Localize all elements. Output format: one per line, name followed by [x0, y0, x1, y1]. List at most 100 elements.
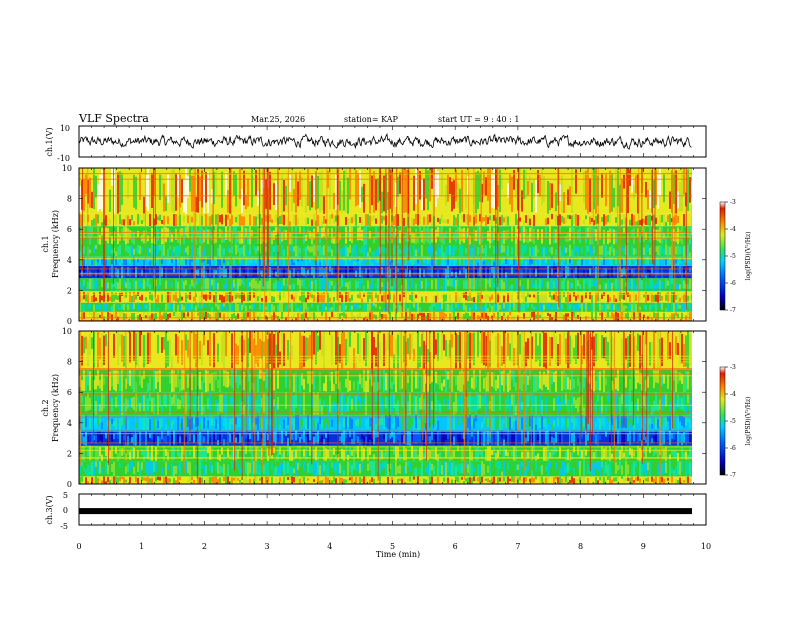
spectrogram-cell: [309, 312, 311, 319]
spectrogram-cell: [369, 284, 371, 292]
spectrogram-cell: [481, 477, 483, 483]
spectrogram-cell: [651, 294, 653, 303]
spectrogram-cell: [107, 245, 109, 256]
spectrogram-cell: [617, 465, 619, 470]
spectrogram-cell: [515, 292, 517, 303]
spectrogram-cell: [323, 463, 325, 471]
spectrogram-cell: [209, 303, 211, 307]
spectrogram-cell: [399, 173, 401, 194]
spectrogram-cell: [87, 449, 89, 457]
spectrogram-cell: [225, 306, 227, 312]
spectrogram-cell: [311, 313, 313, 317]
spectrogram-cell: [561, 175, 563, 212]
spectrogram-cell: [85, 246, 87, 252]
spectrogram-cell: [369, 448, 371, 456]
spectrogram-cell: [185, 314, 187, 320]
spectrogram-cell: [461, 229, 463, 241]
spectrogram-cell: [467, 417, 469, 428]
spectrogram-cell: [371, 461, 373, 476]
spectrogram-cell: [393, 173, 395, 206]
spectrogram-cell: [215, 419, 217, 429]
spectrogram-cell: [493, 304, 495, 312]
spectrogram-sferic: [674, 168, 675, 302]
spectrogram-cell: [347, 247, 349, 256]
spectrogram-cell: [89, 178, 91, 208]
spectrogram-cell: [509, 479, 511, 481]
spectrogram-cell: [137, 214, 139, 225]
spectrogram-cell: [635, 261, 637, 265]
spectrogram-cell: [159, 477, 161, 481]
spectrogram-cell: [309, 479, 311, 484]
spectrogram-cell: [483, 478, 485, 481]
spectrogram-cell: [213, 280, 215, 290]
spectrogram-cell: [679, 462, 681, 475]
spectrogram-cell: [447, 434, 449, 439]
spectrogram-cell: [113, 462, 115, 476]
spectrogram-cell: [613, 313, 615, 320]
spectrogram-cell: [149, 452, 151, 461]
spectrogram-cell: [475, 313, 477, 316]
spectrogram-cell: [437, 171, 439, 197]
spectrogram-cell: [587, 214, 589, 224]
spectrogram-cell: [445, 435, 447, 440]
spectrogram-cell: [259, 417, 261, 428]
spectrogram-cell: [219, 415, 221, 430]
spectrogram-cell: [339, 249, 341, 255]
spectrogram-cell: [645, 282, 647, 290]
spectrogram-cell: [163, 477, 165, 484]
spectrogram-cell: [681, 246, 683, 254]
spectrogram-cell: [513, 227, 515, 242]
spectrogram-cell: [343, 216, 345, 220]
spectrogram-cell: [513, 216, 515, 225]
spectrogram-cell: [675, 303, 677, 311]
spectrogram-cell: [499, 280, 501, 287]
spectrogram-cell: [427, 436, 429, 441]
spectrogram-cell: [441, 478, 443, 482]
spectrogram-cell: [219, 259, 221, 265]
spectrogram-cell: [187, 312, 189, 316]
spectrogram-cell: [613, 304, 615, 310]
spectrogram-cell: [243, 303, 245, 307]
spectrogram-cell: [647, 303, 649, 311]
spectrogram-cell: [289, 466, 291, 476]
spectrogram-cell: [369, 312, 371, 319]
spectrogram-cell: [593, 292, 595, 302]
spectrogram-cell: [455, 218, 457, 226]
spectrogram-cell: [659, 312, 661, 321]
spectrogram-cell: [89, 304, 91, 308]
spectrogram-cell: [157, 421, 159, 428]
spectrogram-cell: [211, 465, 213, 473]
spectrogram-cell: [679, 230, 681, 242]
spectrogram-cell: [157, 307, 159, 311]
spectrogram-cell: [321, 312, 323, 316]
spectrogram-cell: [391, 464, 393, 476]
spectrogram-cell: [521, 462, 523, 467]
spectrogram-cell: [169, 423, 171, 430]
spectrogram-cell: [475, 462, 477, 473]
spectrogram-cell: [351, 217, 353, 223]
spectrogram-cell: [575, 247, 577, 253]
spectrogram-cell: [115, 293, 117, 300]
spectrogram-cell: [361, 446, 363, 461]
spectrogram-cell: [605, 226, 607, 244]
spectrogram-cell: [191, 217, 193, 223]
spectrogram-cell: [339, 422, 341, 430]
spectrogram-cell: [453, 215, 455, 226]
spectrogram-cell: [183, 294, 185, 302]
spectrogram-cell: [471, 266, 473, 278]
spectrogram-cell: [465, 280, 467, 289]
spectrogram-cell: [283, 313, 285, 319]
spectrogram-cell: [565, 297, 567, 302]
spectrogram-cell: [151, 245, 153, 256]
spectrogram-cell: [467, 296, 469, 301]
spectrogram-cell: [609, 171, 611, 214]
spectrogram-cell: [83, 304, 85, 312]
spectrogram-cell: [507, 477, 509, 484]
spectrogram-cell: [127, 477, 129, 483]
spectrogram-cell: [213, 448, 215, 457]
colorbar-tick-label: -7: [730, 307, 736, 314]
spectrogram-cell: [99, 248, 101, 255]
spectrogram-cell: [345, 245, 347, 256]
spectrogram-cell: [171, 283, 173, 288]
spectrogram-cell: [429, 245, 431, 257]
